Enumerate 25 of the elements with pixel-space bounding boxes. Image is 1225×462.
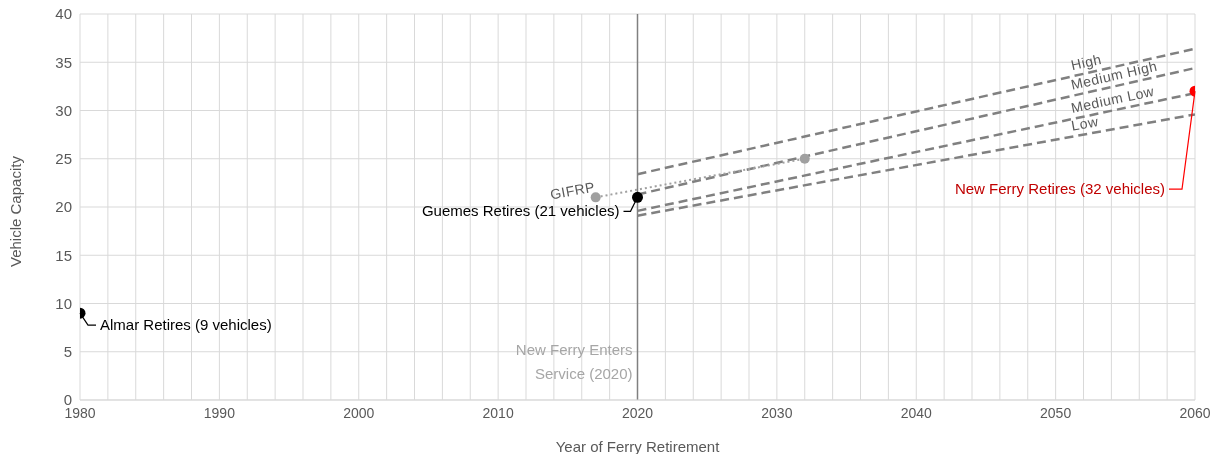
y-axis-title: Vehicle Capacity bbox=[7, 155, 25, 267]
x-tick-label: 2060 bbox=[1179, 404, 1211, 421]
y-tick-label: 25 bbox=[55, 150, 72, 168]
ref-line-label: New Ferry Enters Service (2020) bbox=[515, 340, 633, 382]
y-tick-label: 10 bbox=[55, 294, 72, 312]
annotation: New Ferry Retires (32 vehicles) bbox=[954, 180, 1165, 198]
annotation: Almar Retires (9 vehicles) bbox=[100, 316, 272, 334]
x-tick-label: 2030 bbox=[761, 404, 793, 421]
annotation: Guemes Retires (21 vehicles) bbox=[421, 202, 620, 220]
y-tick-label: 35 bbox=[55, 53, 72, 71]
x-tick-label: 2010 bbox=[482, 404, 514, 421]
y-tick-label: 30 bbox=[55, 101, 72, 119]
x-tick-label: 2020 bbox=[621, 404, 654, 421]
text: High bbox=[1069, 50, 1104, 74]
x-tick-label: 1990 bbox=[203, 404, 236, 421]
x-tick-label: 2050 bbox=[1040, 404, 1072, 421]
x-tick-label: 2040 bbox=[900, 404, 933, 421]
x-tick-label: 2000 bbox=[343, 404, 375, 421]
text: GIFRP bbox=[548, 178, 597, 203]
y-tick-label: 5 bbox=[63, 343, 72, 361]
y-tick-label: 15 bbox=[55, 246, 72, 264]
point bbox=[799, 153, 810, 164]
y-tick-label: 40 bbox=[55, 5, 72, 23]
y-tick-label: 20 bbox=[55, 198, 72, 216]
text: Low bbox=[1070, 112, 1101, 134]
